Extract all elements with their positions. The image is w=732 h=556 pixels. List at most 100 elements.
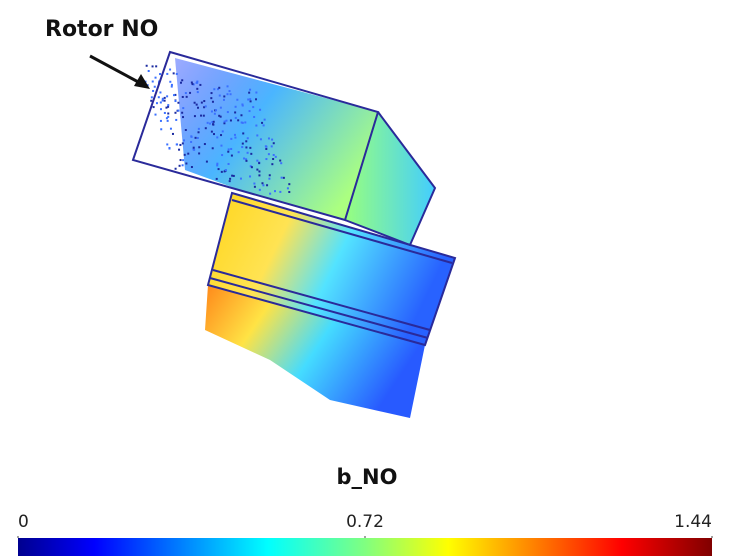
point: [183, 139, 185, 141]
point-cloud: [143, 58, 455, 418]
point: [167, 106, 169, 108]
point: [218, 115, 220, 117]
point: [205, 105, 207, 107]
point: [180, 82, 182, 84]
colorbar-title: b_NO: [337, 465, 398, 489]
point: [174, 112, 176, 114]
point: [197, 137, 199, 139]
point: [224, 121, 226, 123]
point: [213, 121, 215, 123]
point: [177, 102, 179, 104]
point: [167, 104, 169, 106]
point: [169, 69, 171, 71]
point: [167, 112, 169, 114]
point: [211, 92, 213, 94]
point: [268, 137, 270, 139]
point: [245, 146, 247, 148]
point: [223, 95, 225, 97]
point: [209, 123, 211, 125]
point: [221, 154, 223, 156]
point: [173, 94, 175, 96]
point: [249, 98, 251, 100]
point: [190, 141, 192, 143]
point: [150, 100, 152, 102]
point: [249, 89, 251, 91]
point: [220, 145, 222, 147]
tick-label: 0: [18, 512, 29, 532]
point: [247, 137, 249, 139]
point: [181, 79, 183, 81]
point: [262, 184, 264, 186]
point: [272, 158, 274, 160]
point: [154, 86, 156, 88]
point: [255, 98, 257, 100]
point: [280, 162, 282, 164]
point: [265, 148, 267, 150]
point: [242, 105, 244, 107]
point: [171, 84, 173, 86]
point: [283, 177, 285, 179]
point: [151, 96, 153, 98]
point: [211, 131, 213, 133]
point: [162, 98, 164, 100]
point: [148, 70, 150, 72]
point: [216, 136, 218, 138]
point: [182, 96, 184, 98]
point: [237, 119, 239, 121]
figure: Rotor NO b_NO 00.721.44: [0, 0, 732, 556]
point: [166, 73, 168, 75]
point: [198, 131, 200, 133]
point: [269, 193, 271, 195]
point: [153, 106, 155, 108]
point: [249, 147, 251, 149]
point: [159, 73, 161, 75]
point: [191, 82, 193, 84]
point: [216, 163, 218, 165]
point: [171, 86, 173, 88]
point: [191, 166, 193, 168]
point: [227, 85, 229, 87]
point: [216, 178, 218, 180]
point: [185, 162, 187, 164]
point: [259, 189, 261, 191]
point: [227, 151, 229, 153]
point: [245, 140, 247, 142]
point: [250, 153, 252, 155]
point: [181, 112, 183, 114]
point: [206, 161, 208, 163]
point: [193, 147, 195, 149]
point: [166, 117, 168, 119]
point: [158, 96, 160, 98]
point: [172, 133, 174, 135]
point: [180, 159, 182, 161]
point: [241, 146, 243, 148]
point: [196, 104, 198, 106]
point: [196, 82, 198, 84]
point: [256, 169, 258, 171]
point: [195, 137, 197, 139]
point: [229, 180, 231, 182]
point: [235, 117, 237, 119]
point: [166, 143, 168, 145]
point: [162, 99, 164, 101]
point: [167, 120, 169, 122]
point: [197, 91, 199, 93]
point: [241, 122, 243, 124]
point: [227, 111, 229, 113]
point: [273, 154, 275, 156]
point: [281, 177, 283, 179]
point: [204, 143, 206, 145]
point: [201, 102, 203, 104]
point: [229, 90, 231, 92]
point: [228, 148, 230, 150]
point: [261, 122, 263, 124]
point: [220, 134, 222, 136]
point: [271, 139, 273, 141]
point: [160, 101, 162, 103]
point: [152, 80, 154, 82]
point: [235, 106, 237, 108]
point: [170, 128, 172, 130]
point: [225, 120, 227, 122]
point: [219, 95, 221, 97]
point: [179, 165, 181, 167]
